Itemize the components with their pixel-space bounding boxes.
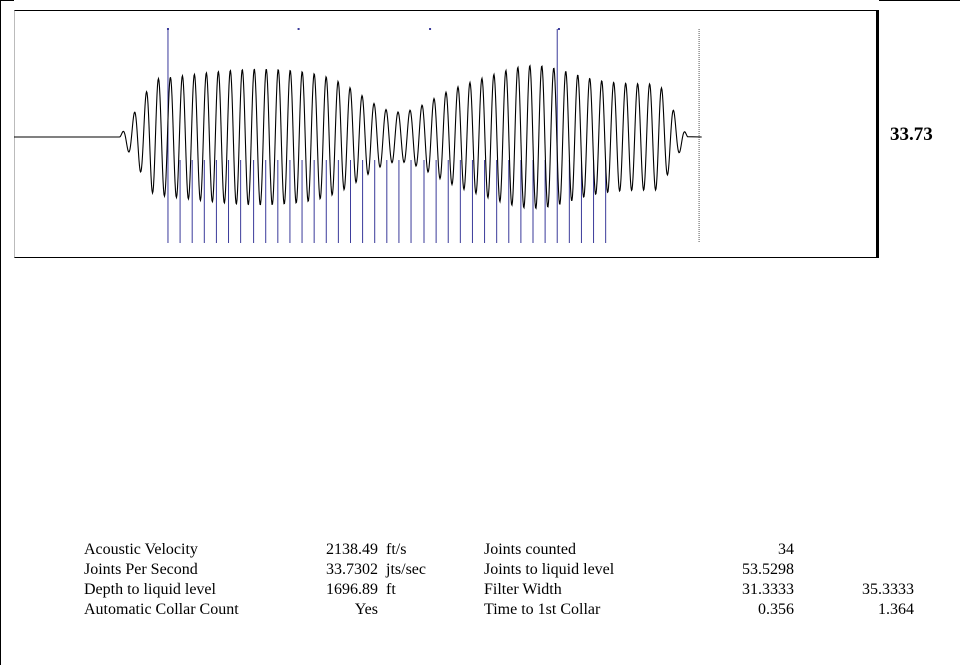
echo-chart [14,28,702,243]
stat-label-2: Filter Width [484,581,562,598]
stat-value-3: 1.364 [878,601,914,618]
joints-per-second-readout: 33.73 [890,124,933,145]
stat-value: Yes [354,601,378,618]
stat-value-2: 53.5298 [742,561,794,578]
page-left-border [0,0,1,665]
stat-value-2: 31.3333 [742,581,794,598]
stat-label-2: Joints to liquid level [484,561,615,578]
stat-value-3: 35.3333 [862,581,914,598]
stat-label: Depth to liquid level [84,581,216,598]
stat-value-2: 34 [778,541,794,558]
chart-title [14,0,879,4]
stat-value: 2138.49 [326,541,378,558]
stat-unit: jts/sec [386,561,426,578]
chart-frame [14,10,879,258]
stat-unit: ft [386,581,396,598]
stat-label: Automatic Collar Count [84,601,239,618]
echo-waveform [14,64,702,210]
stat-label: Joints Per Second [84,561,198,578]
stat-label: Acoustic Velocity [84,541,198,558]
stat-value: 33.7302 [326,561,378,578]
collar-markers [166,28,700,243]
stat-unit: ft/s [386,541,407,558]
stat-label-2: Time to 1st Collar [484,601,601,618]
stat-value-2: 0.356 [758,601,794,618]
stat-value: 1696.89 [326,581,378,598]
stat-label-2: Joints counted [484,541,576,558]
